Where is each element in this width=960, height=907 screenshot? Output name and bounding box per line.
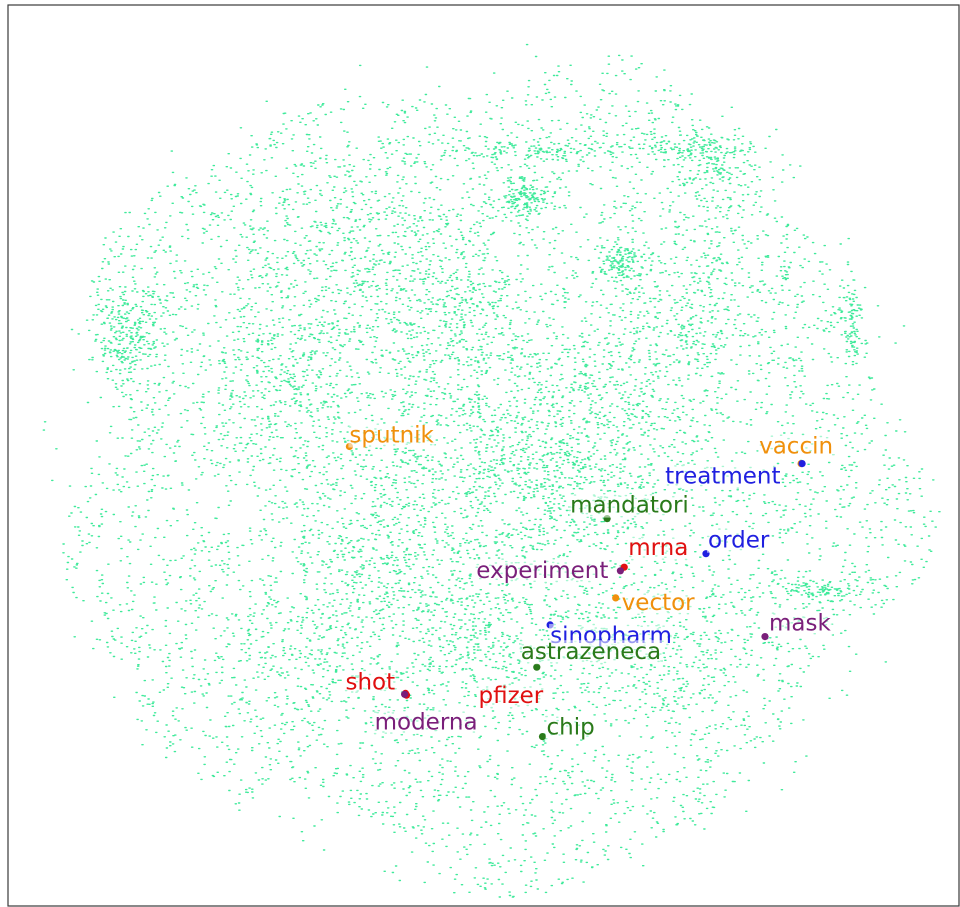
label-background-vaccin <box>758 434 835 459</box>
label-background-mask <box>768 611 833 636</box>
label-background-mrna <box>627 536 690 561</box>
label-background-order <box>707 528 771 553</box>
label-background-mandatori <box>569 493 690 518</box>
label-background-treatment <box>664 464 782 489</box>
label-vaccin: vaccin <box>759 434 833 460</box>
point-moderna <box>401 690 409 698</box>
label-background-experiment <box>475 558 610 583</box>
label-mandatori: mandatori <box>570 493 689 519</box>
label-experiment: experiment <box>476 558 608 584</box>
label-mrna: mrna <box>628 535 688 561</box>
highlighted-points <box>345 442 806 741</box>
point-labels: sputnik vaccin treatment mandatori order mrna… <box>344 423 835 741</box>
label-background-moderna <box>373 710 479 735</box>
label-background-chip <box>545 715 596 740</box>
label-background-sputnik <box>348 423 436 448</box>
plot-frame <box>7 4 960 907</box>
point-treatment <box>798 460 806 468</box>
point-experiment <box>616 567 625 575</box>
point-vector <box>612 594 620 602</box>
label-background-pfizer <box>477 684 545 709</box>
label-astrazeneca: astrazeneca <box>521 639 661 665</box>
label-background-vector <box>620 590 697 615</box>
label-moderna: moderna <box>375 709 478 735</box>
label-chip: chip <box>547 715 595 741</box>
label-vector: vector <box>622 590 695 616</box>
point-mask <box>761 633 769 641</box>
label-pfizer: pfizer <box>479 683 544 709</box>
label-background-astrazeneca <box>519 640 663 665</box>
label-treatment: treatment <box>665 464 780 490</box>
point-chip <box>538 733 547 741</box>
background-point-cloud <box>42 43 941 898</box>
label-order: order <box>708 528 770 554</box>
label-shot: shot <box>346 669 396 695</box>
point-astrazeneca <box>533 663 541 671</box>
cloud-points <box>42 43 941 898</box>
label-mask: mask <box>769 611 831 637</box>
label-background-shot <box>344 670 397 695</box>
label-sputnik: sputnik <box>349 423 434 449</box>
